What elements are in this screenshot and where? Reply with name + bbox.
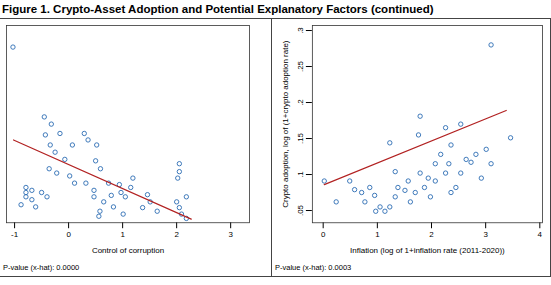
svg-text:2: 2	[429, 230, 434, 239]
html-text:Figure 1. Crypto-Asset Adoptio: Figure 1. Crypto-Asset Adoption and Pote…	[2, 3, 434, 15]
svg-text:.25: .25	[296, 60, 305, 72]
svg-text:.15: .15	[296, 132, 305, 144]
svg-text:Control of corruption: Control of corruption	[92, 246, 164, 255]
svg-text:.3: .3	[296, 27, 305, 34]
svg-text:.2: .2	[296, 99, 305, 106]
svg-text:2: 2	[174, 230, 179, 239]
svg-text:4: 4	[538, 230, 543, 239]
svg-text:0: 0	[321, 230, 326, 239]
html-text:P-value (x-hat): 0.0000: P-value (x-hat): 0.0000	[3, 263, 80, 273]
svg-text:1: 1	[375, 230, 380, 239]
svg-text:3: 3	[228, 230, 233, 239]
svg-text:.05: .05	[296, 204, 305, 216]
html-text:P-value (x-hat): 0.0003: P-value (x-hat): 0.0003	[275, 263, 352, 273]
svg-text:Crypto adoption, log of (1+cry: Crypto adoption, log of (1+crypto adopti…	[281, 40, 290, 208]
svg-text:0: 0	[66, 230, 71, 239]
svg-text:-1: -1	[11, 230, 19, 239]
svg-text:1: 1	[120, 230, 125, 239]
svg-text:.1: .1	[296, 171, 305, 178]
svg-text:Inflation (log of 1+inflation: Inflation (log of 1+inflation rate (2011…	[350, 246, 505, 255]
svg-text:3: 3	[483, 230, 488, 239]
